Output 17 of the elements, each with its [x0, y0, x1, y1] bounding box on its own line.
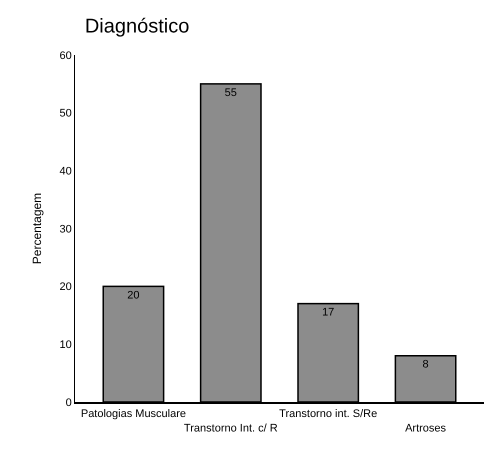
y-tick-label: 0	[66, 396, 72, 409]
y-axis-title: Percentagem	[30, 192, 44, 264]
data-label: 20	[127, 289, 140, 302]
x-tick-label: Transtorno int. S/Re	[279, 408, 378, 420]
y-tick-label: 30	[60, 223, 72, 236]
x-tick-label: Patologias Musculare	[80, 408, 186, 420]
x-tick-label: Artroses	[405, 422, 447, 434]
data-label: 17	[322, 306, 334, 319]
x-tick-label: Transtorno Int. c/ R	[184, 422, 278, 434]
y-tick-label: 10	[60, 339, 72, 352]
data-label: 8	[422, 358, 429, 371]
y-tick-label: 50	[60, 108, 72, 120]
chart-title: Diagnóstico	[84, 15, 190, 38]
y-tick-label: 20	[60, 281, 72, 294]
y-tick-label: 40	[60, 166, 72, 178]
data-label: 55	[224, 86, 237, 99]
y-tick-label: 60	[60, 50, 72, 62]
